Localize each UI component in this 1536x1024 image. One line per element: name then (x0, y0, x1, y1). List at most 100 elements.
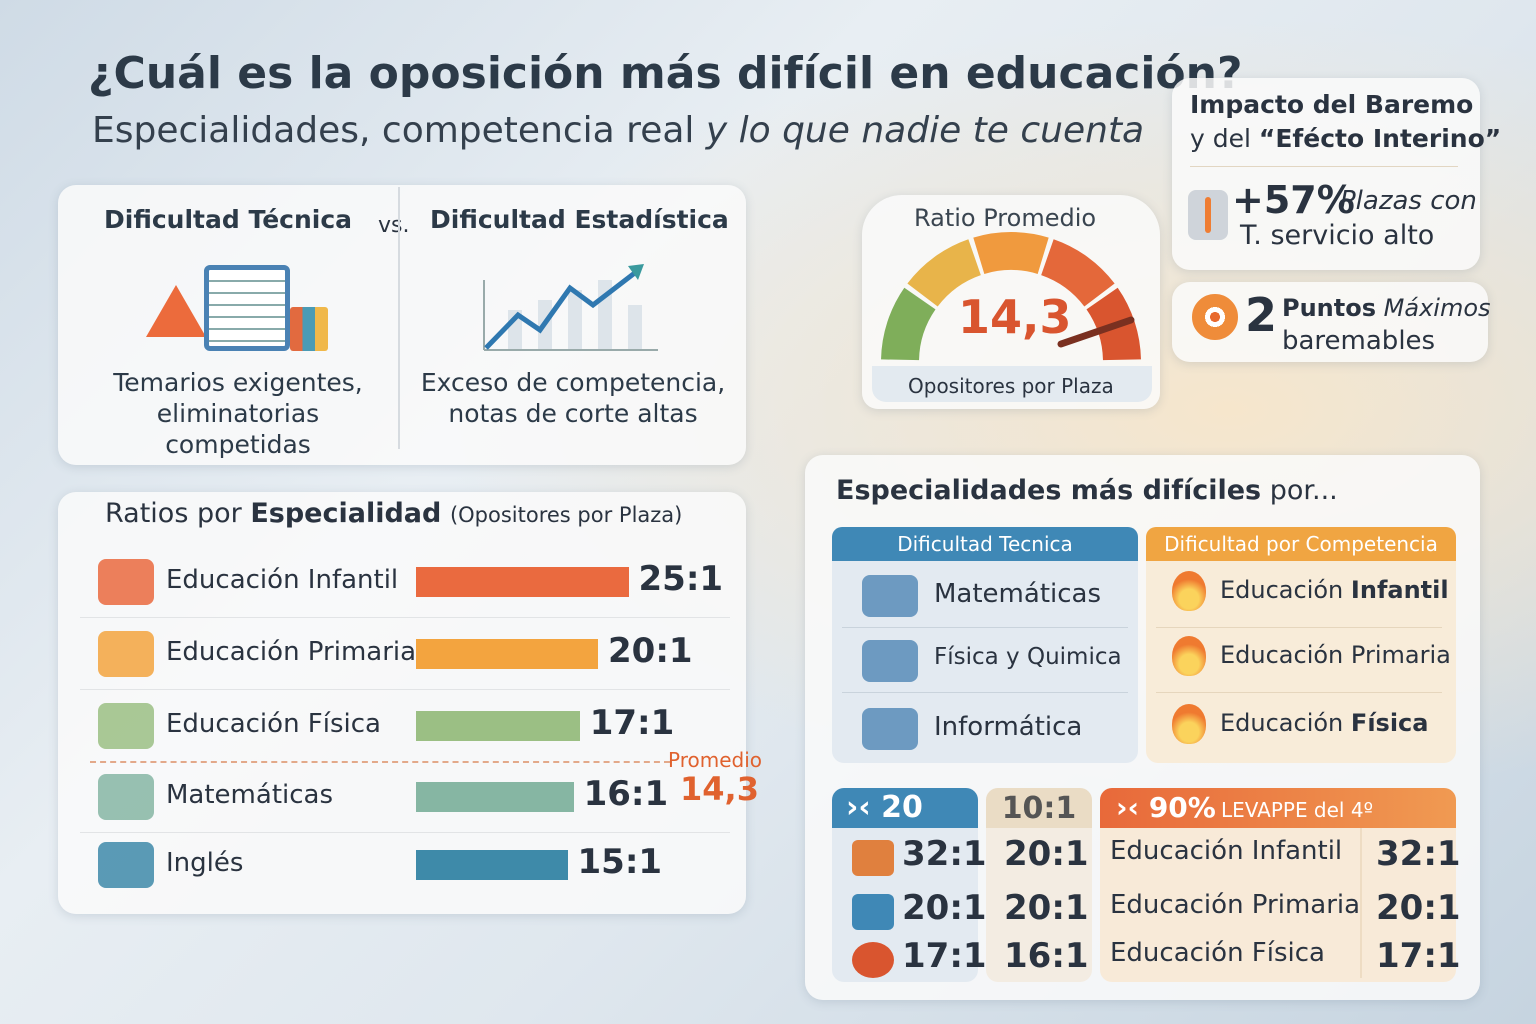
flame-icon (1172, 571, 1206, 611)
table-cell: 32:1 (902, 834, 987, 874)
text: “Efécto Interino” (1258, 124, 1502, 153)
calculator-icon (852, 894, 894, 930)
points-text-2: baremables (1282, 326, 1436, 356)
table-cell: 20:1 (1004, 834, 1089, 874)
ratio-label: Educación Física (166, 709, 381, 739)
row-separator (80, 617, 730, 618)
vs-label: vs. (378, 213, 410, 238)
technical-header: Dificultad Tecnica (832, 527, 1138, 561)
ratio-value: 25:1 (638, 559, 724, 599)
ratio-value: 16:1 (583, 774, 669, 814)
row-separator (80, 832, 730, 833)
divider (1360, 828, 1362, 978)
impact-title-1: Impacto del Baremo (1190, 90, 1474, 119)
table-cell: 20:1 (1004, 888, 1089, 928)
toys-icon (852, 840, 894, 876)
divider (842, 692, 1128, 693)
text-line: competidas (165, 430, 311, 459)
ratio-label: Educación Primaria (166, 637, 417, 667)
text-line: eliminatorias (156, 399, 320, 428)
ratio-label: Educación Infantil (166, 565, 399, 595)
table-cell: 20:1 (1376, 888, 1461, 928)
ratios-title: Ratios por Especialidad (Opositores por … (105, 498, 682, 529)
header-value: 20 (881, 790, 923, 825)
table-col-2-header: 10:1 (986, 788, 1092, 828)
impact-stat-text: Plazas con (1340, 186, 1477, 216)
text: Máximos (1383, 294, 1491, 322)
technical-item: Física y Quimica (934, 644, 1122, 670)
thermometer-icon (1188, 190, 1228, 240)
table-cell: 16:1 (1004, 936, 1089, 976)
books-icon (290, 307, 328, 351)
gauge-segment (973, 232, 1049, 274)
text: y del (1190, 124, 1251, 153)
difficulty-comparison-card: Dificultad Técnica vs. Dificultad Estadí… (58, 185, 746, 465)
specialties-title: Especialidades más difíciles por... (836, 475, 1338, 506)
gauge-value: 14,3 (958, 290, 1072, 344)
average-line (90, 761, 670, 763)
impact-stat: +57% (1232, 178, 1355, 222)
title-part: Especialidad (250, 498, 442, 529)
title-note: (Opositores por Plaza) (449, 503, 683, 527)
ratio-bar (416, 711, 580, 741)
ratio-value: 15:1 (577, 842, 663, 882)
ratio-bar (416, 782, 574, 812)
target-icon (1192, 294, 1238, 340)
page-title: ¿Cuál es la oposición más difícil en edu… (88, 48, 1243, 99)
impact-stat-text-2: T. servicio alto (1240, 220, 1435, 251)
flame-icon (1172, 636, 1206, 676)
language-cards-icon (98, 842, 154, 888)
text-line: Temarios exigentes, (113, 368, 363, 397)
abc-blocks-icon (98, 631, 154, 677)
gauge-title: Ratio Promedio (914, 204, 1097, 232)
text-line: Exceso de competencia, (420, 368, 726, 397)
page-subtitle: Especialidades, competencia real y lo qu… (92, 110, 1144, 151)
flask-icon (862, 640, 918, 682)
competition-item: Educación Primaria (1220, 641, 1451, 669)
statistical-difficulty-text: Exceso de competencia, notas de corte alt… (408, 367, 738, 429)
subtitle-plain: Especialidades, competencia real (92, 110, 695, 151)
competition-item: Educación Infantil (1220, 576, 1449, 604)
ratio-label: Matemáticas (166, 780, 334, 810)
technical-difficulty-title: Dificultad Técnica (104, 205, 353, 234)
table-cell: 32:1 (1376, 834, 1461, 874)
divider (1190, 166, 1458, 167)
gauge-segment (907, 239, 981, 307)
points-text: Puntos Máximos (1282, 294, 1491, 322)
divider (1156, 692, 1442, 693)
technical-item: Informática (934, 712, 1083, 742)
technical-item: Matemáticas (934, 579, 1102, 609)
ratio-bar (416, 567, 629, 597)
gauge-caption: Opositores por Plaza (908, 374, 1114, 398)
warning-icon (146, 285, 206, 337)
computer-icon (862, 708, 918, 750)
sports-icon (98, 703, 154, 749)
impact-title-2: y del “Efécto Interino” (1190, 124, 1501, 153)
row-separator (80, 689, 730, 690)
subtitle-italic: y lo que nadie te cuenta (705, 110, 1145, 151)
text: Educación (1220, 576, 1344, 604)
average-value: 14,3 (680, 770, 759, 808)
divider (398, 187, 400, 449)
ratio-value: 20:1 (608, 631, 693, 671)
competition-item: Educación Física (1220, 709, 1428, 737)
header-text: LEVAPPE del 4º (1220, 798, 1373, 822)
table-cell: 20:1 (902, 888, 987, 928)
divider (842, 627, 1128, 628)
text: Infantil (1350, 576, 1449, 604)
gauge-segment (881, 287, 936, 361)
math-bubble-icon (98, 774, 154, 820)
gauge-segment (1041, 239, 1115, 307)
header-value: 90% (1148, 791, 1216, 824)
average-label: Promedio (668, 748, 763, 772)
table-cell-label: Educación Infantil (1110, 836, 1343, 866)
competition-header: Dificultad por Competencia (1146, 527, 1456, 561)
text: Educación Primaria (1220, 641, 1451, 669)
table-cell: 17:1 (1376, 936, 1461, 976)
table-col-3-header: ›‹ 90% LEVAPPE del 4º (1100, 788, 1456, 828)
gauge-caption-bg (872, 366, 1152, 402)
text: Especialidades más difíciles (836, 475, 1262, 506)
text: Educación (1220, 709, 1344, 737)
text: Física (1350, 709, 1429, 737)
clipboard-icon (204, 265, 290, 351)
